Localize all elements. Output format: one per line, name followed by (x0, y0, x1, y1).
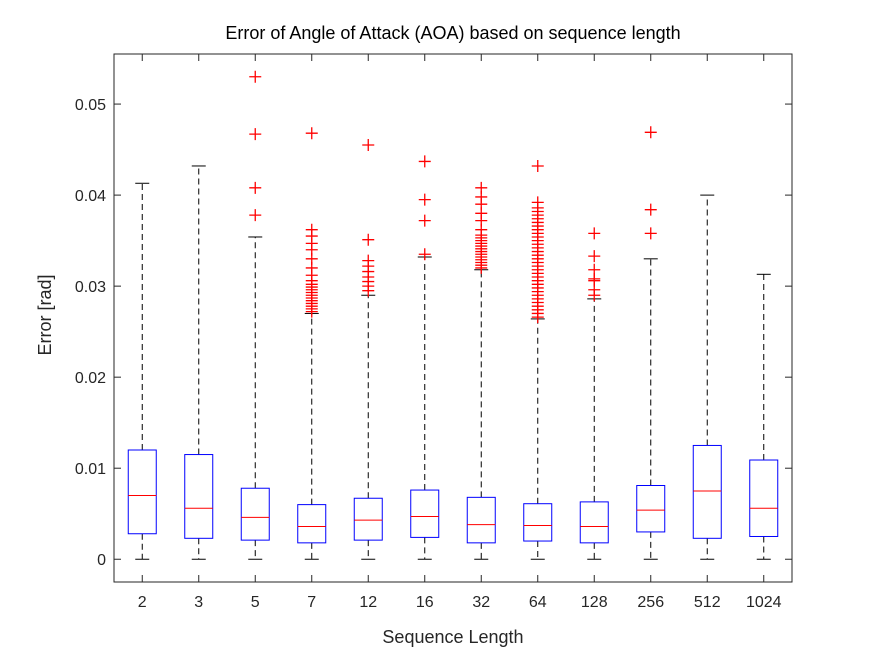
outlier-marker (249, 181, 262, 194)
box-iqr (579, 501, 609, 544)
outlier-marker (644, 126, 657, 139)
outlier-marker (588, 250, 601, 263)
outlier-marker (305, 223, 318, 236)
y-tick-label: 0.04 (75, 188, 106, 205)
outlier-marker (362, 254, 375, 267)
box-iqr (466, 496, 496, 544)
y-tick-label: 0 (97, 552, 106, 569)
x-tick-label: 1024 (746, 594, 782, 611)
box-iqr (749, 459, 779, 537)
x-tick-label: 128 (581, 594, 608, 611)
chart-title: Error of Angle of Attack (AOA) based on … (225, 23, 680, 43)
box-iqr (692, 444, 722, 539)
outlier-marker (305, 127, 318, 140)
outlier-marker (588, 227, 601, 240)
box-iqr (184, 454, 214, 539)
x-tick-label: 256 (637, 594, 664, 611)
outlier-marker (249, 209, 262, 222)
outlier-marker (418, 214, 431, 227)
y-tick-label: 0.02 (75, 370, 106, 387)
outlier-marker (588, 263, 601, 276)
x-axis-label: Sequence Length (382, 627, 523, 647)
outlier-marker (362, 139, 375, 152)
outlier-marker (644, 227, 657, 240)
x-tick-label: 64 (529, 594, 547, 611)
box-iqr (410, 489, 440, 538)
y-tick-label: 0.01 (75, 461, 106, 478)
x-tick-label: 32 (472, 594, 490, 611)
outlier-marker (418, 193, 431, 206)
outlier-marker (362, 233, 375, 246)
outlier-marker (249, 128, 262, 141)
x-tick-label: 16 (416, 594, 434, 611)
outlier-marker (531, 196, 544, 209)
box-iqr (127, 449, 157, 535)
outlier-marker (418, 248, 431, 261)
y-tick-label: 0.05 (75, 97, 106, 114)
box-iqr (523, 503, 553, 542)
y-tick-label: 0.03 (75, 279, 106, 296)
x-tick-label: 12 (359, 594, 377, 611)
x-tick-label: 512 (694, 594, 721, 611)
box-iqr (240, 487, 270, 541)
outlier-marker (531, 159, 544, 172)
outlier-marker (644, 203, 657, 216)
y-axis-label: Error [rad] (35, 274, 55, 355)
outlier-marker (249, 70, 262, 83)
x-tick-label: 7 (307, 594, 316, 611)
plot-area: 0 0.01 0.02 0.03 0.04 0.05 2 3 5 7 12 16 32 64 128 256 5… (75, 53, 793, 611)
box-iqr (297, 504, 327, 544)
outlier-marker (418, 155, 431, 168)
x-tick-label: 5 (251, 594, 260, 611)
x-tick-label: 3 (194, 594, 203, 611)
x-tick-label: 2 (138, 594, 147, 611)
box-iqr (353, 497, 383, 541)
box-iqr (636, 485, 666, 533)
outlier-marker (475, 181, 488, 194)
axes-frame (113, 53, 793, 583)
